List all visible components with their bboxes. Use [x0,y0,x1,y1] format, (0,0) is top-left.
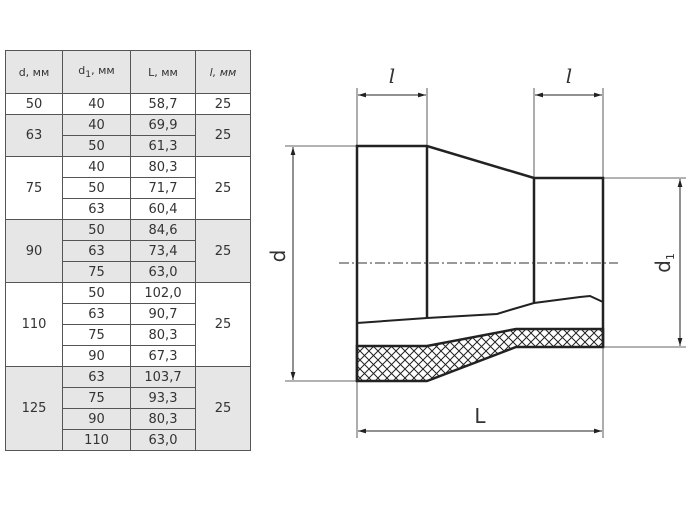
cell-l: 25 [195,93,251,115]
cell-d1: 50 [62,135,131,157]
cell-d1: 63 [62,366,131,388]
table-row: 63 40 69,9 25 [5,114,251,157]
hatched-wall [355,327,605,383]
dimensions-table: d, мм d1, мм L, мм l, мм 50 40 58,7 25 63 40 6… [5,50,251,451]
cell-l: 25 [195,156,251,220]
reducer-outline [355,144,605,381]
cell-d1: 50 [62,219,131,241]
label-d1: d1 [651,253,677,273]
label-d: d [266,250,290,263]
cell-d1: 75 [62,387,131,409]
cell-L: 73,4 [130,240,196,262]
cell-l: 25 [195,219,251,283]
table-row: 75 93,3 [6,387,251,409]
table-row: 50 71,7 [6,177,251,199]
cell-d1: 63 [62,198,131,220]
table-row: 63 60,4 [6,198,251,220]
header-L: L, мм [130,50,196,94]
cell-d: 110 [5,282,63,367]
cell-L: 80,3 [130,156,196,178]
cell-d: 63 [5,114,63,157]
label-L: L [474,404,486,428]
table-row: 75 40 80,3 25 [5,156,251,220]
cell-L: 103,7 [130,366,196,388]
table-row: 75 63,0 [6,261,251,283]
cell-d1: 63 [62,240,131,262]
table-row: 90 67,3 [6,345,251,367]
cell-L: 93,3 [130,387,196,409]
cell-d1: 50 [62,177,131,199]
cell-d1: 40 [62,156,131,178]
cell-L: 63,0 [130,429,196,451]
table-row: 63 73,4 [6,240,251,262]
cell-l: 25 [195,366,251,451]
table-row: 125 63 103,7 25 [5,366,251,451]
header-d: d, мм [5,50,63,94]
header-l: l, мм [195,50,251,94]
dimension-arrows [290,92,683,434]
cell-d: 125 [5,366,63,451]
cell-d1: 40 [62,114,131,136]
table-row: 110 63,0 [6,429,251,451]
table-row: 75 80,3 [6,324,251,346]
cell-d1: 75 [62,261,131,283]
cell-l: 25 [195,282,251,367]
cell-d: 75 [5,156,63,220]
cell-L: 80,3 [130,324,196,346]
label-l-right: l [566,64,572,88]
cell-d1: 110 [62,429,131,451]
table-row: 110 50 102,0 25 [5,282,251,367]
cell-L: 69,9 [130,114,196,136]
label-l-left: l [389,64,395,88]
cell-l: 25 [195,114,251,157]
